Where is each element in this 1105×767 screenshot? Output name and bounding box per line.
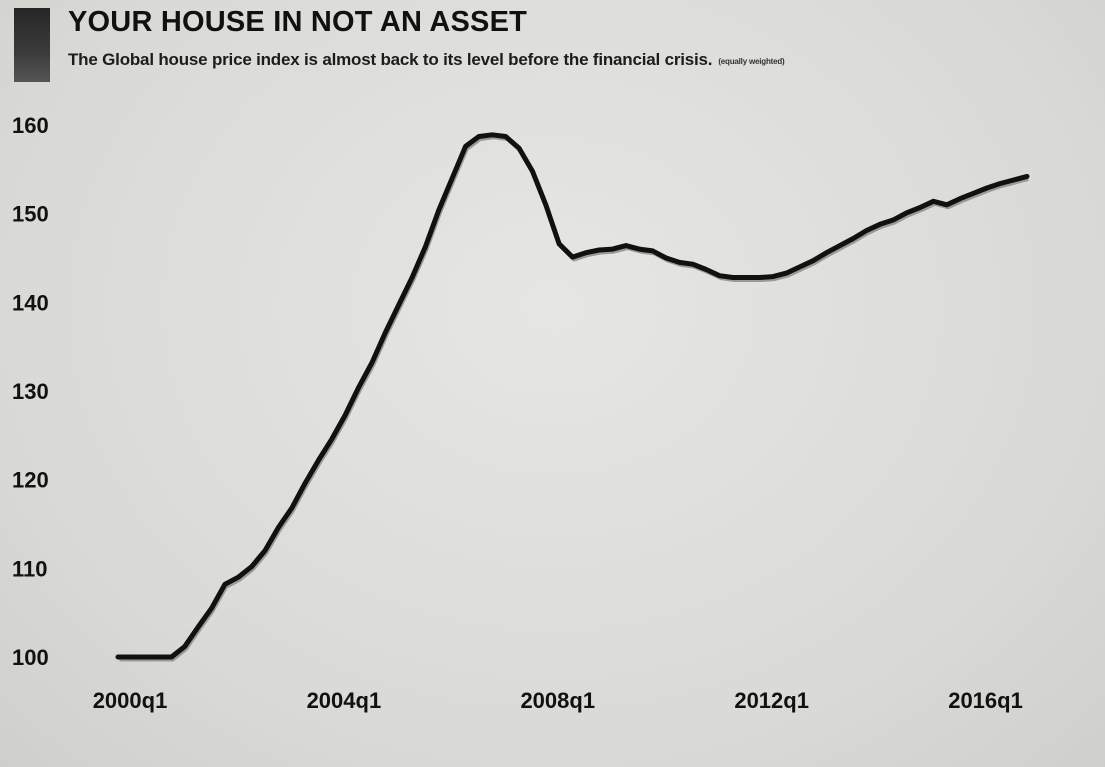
x-tick-label: 2004q1 xyxy=(307,688,382,713)
y-tick-label: 130 xyxy=(12,379,49,404)
chart-note: (equally weighted) xyxy=(718,57,785,66)
y-tick-label: 160 xyxy=(12,113,49,138)
y-axis: 100 110 120 130 140 150 160 xyxy=(12,113,49,670)
chart-subtitle: The Global house price index is almost b… xyxy=(68,50,785,70)
series-line-shadow xyxy=(119,136,1029,662)
series-layer xyxy=(115,132,1030,662)
x-tick-label: 2012q1 xyxy=(734,688,809,713)
y-tick-label: 150 xyxy=(12,202,49,227)
title-marker-bar xyxy=(14,8,50,82)
x-tick-label: 2000q1 xyxy=(93,688,168,713)
x-axis: 2000q1 2004q1 2008q1 2012q1 2016q1 xyxy=(93,688,1023,713)
series-line-0 xyxy=(115,132,1030,660)
y-tick-label: 140 xyxy=(12,290,49,315)
y-tick-label: 100 xyxy=(12,645,49,670)
chart-subtitle-text: The Global house price index is almost b… xyxy=(68,50,713,69)
chart-title: YOUR HOUSE IN NOT AN ASSET xyxy=(68,6,528,38)
y-tick-label: 120 xyxy=(12,468,49,493)
x-tick-label: 2016q1 xyxy=(948,688,1023,713)
x-tick-label: 2008q1 xyxy=(520,688,595,713)
y-tick-label: 110 xyxy=(12,556,48,581)
